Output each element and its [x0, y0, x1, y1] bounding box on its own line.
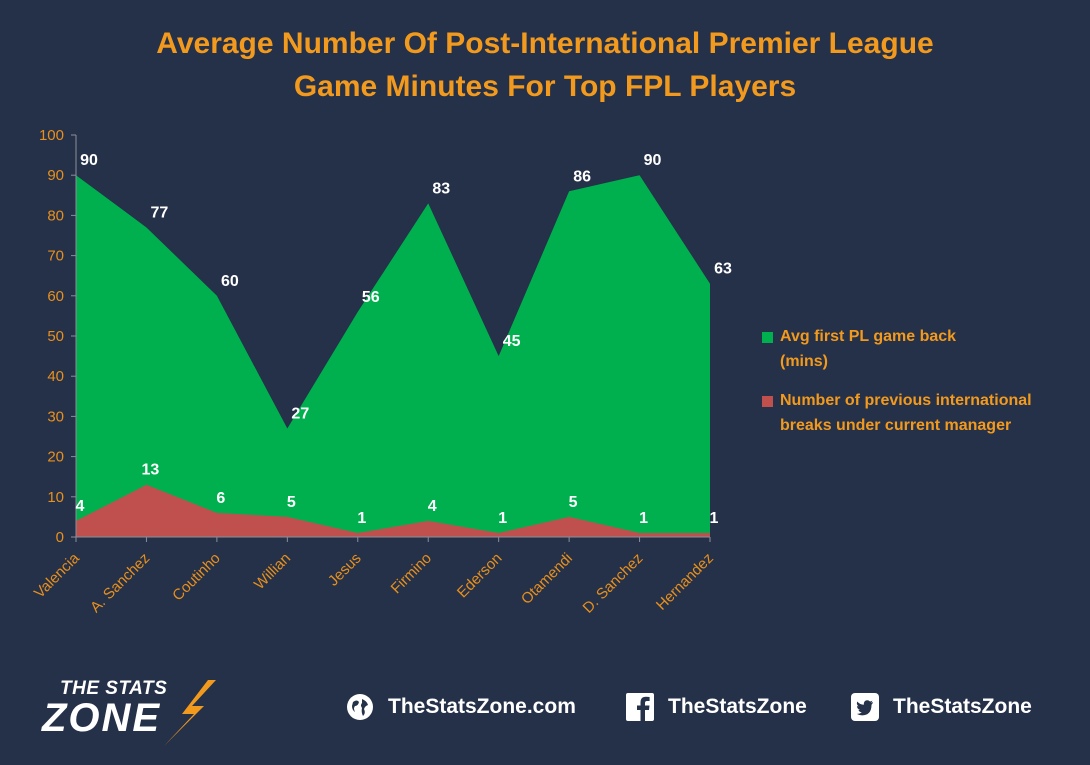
data-label-breaks: 1: [710, 510, 719, 527]
y-tick-label: 10: [47, 489, 64, 506]
website-link[interactable]: TheStatsZone.com: [346, 692, 576, 722]
x-tick-label: Otamendi: [518, 550, 576, 608]
data-label-breaks: 5: [569, 494, 578, 511]
legend: Avg first PL game back (mins) Number of …: [762, 324, 1082, 452]
data-label-minutes: 60: [221, 273, 239, 290]
data-label-breaks: 13: [142, 462, 160, 479]
legend-label-breaks-line-1: Number of previous international: [780, 392, 1032, 409]
legend-label-breaks-line-2: breaks under current manager: [780, 417, 1012, 434]
facebook-text: TheStatsZone: [668, 695, 807, 718]
x-tick-label: Jesus: [325, 550, 365, 590]
y-tick-label: 0: [56, 529, 64, 546]
stats-zone-logo: THE STATS ZONE: [40, 678, 240, 746]
data-label-breaks: 1: [639, 510, 648, 527]
logo-text-top: THE STATS: [60, 678, 168, 699]
x-tick-label: A. Sanchez: [87, 550, 153, 616]
data-label-minutes: 63: [714, 261, 732, 278]
legend-label-minutes-line-1: Avg first PL game back: [780, 328, 957, 345]
y-tick-label: 80: [47, 207, 64, 224]
legend-swatch-red: [762, 396, 773, 407]
twitter-icon: [851, 693, 879, 721]
data-label-minutes: 27: [291, 405, 309, 422]
data-label-breaks: 1: [498, 510, 507, 527]
area-series-minutes: [76, 175, 710, 537]
footer: THE STATS ZONE TheStatsZone.com TheStats…: [0, 672, 1090, 752]
y-tick-label: 60: [47, 288, 64, 305]
facebook-icon: [626, 693, 654, 721]
data-label-minutes: 90: [80, 152, 98, 169]
data-label-minutes: 83: [432, 180, 450, 197]
x-tick-label: Coutinho: [169, 550, 223, 604]
data-label-minutes: 90: [644, 152, 662, 169]
chart-title: Average Number Of Post-International Pre…: [0, 22, 1090, 108]
x-tick-label: D. Sanchez: [580, 550, 647, 617]
legend-swatch-green: [762, 332, 773, 343]
x-tick-label: Hernandez: [653, 550, 717, 614]
x-tick-label: Ederson: [454, 550, 506, 602]
x-tick-label: Willian: [251, 550, 294, 593]
data-label-minutes: 77: [151, 204, 169, 221]
y-tick-label: 90: [47, 167, 64, 184]
y-tick-label: 50: [47, 328, 64, 345]
y-tick-label: 100: [39, 127, 64, 144]
website-text: TheStatsZone.com: [388, 695, 576, 718]
globe-icon: [347, 694, 373, 720]
data-label-breaks: 4: [428, 498, 437, 515]
data-label-minutes: 86: [573, 168, 591, 185]
lightning-bolt-icon: [164, 680, 216, 746]
twitter-text: TheStatsZone: [893, 695, 1032, 718]
area-chart: 0 10 20 30 40 50 60 70 80 90 100 Valencia A. Sanchez…: [31, 127, 732, 617]
chart-title-line-1: Average Number Of Post-International Pre…: [156, 27, 934, 60]
data-label-breaks: 5: [287, 494, 296, 511]
legend-item-minutes: Avg first PL game back (mins): [762, 324, 1082, 374]
y-tick-label: 30: [47, 408, 64, 425]
y-tick-label: 70: [47, 248, 64, 265]
data-label-breaks: 1: [357, 510, 366, 527]
facebook-link[interactable]: TheStatsZone: [626, 692, 807, 722]
chart-title-line-2: Game Minutes For Top FPL Players: [293, 70, 797, 103]
x-tick-label: Valencia: [31, 549, 83, 601]
data-label-minutes: 56: [362, 289, 380, 306]
twitter-link[interactable]: TheStatsZone: [851, 692, 1032, 722]
logo-text-bottom: ZONE: [42, 696, 162, 740]
y-tick-label: 20: [47, 449, 64, 466]
y-tick-label: 40: [47, 368, 64, 385]
data-label-breaks: 6: [216, 490, 225, 507]
legend-label-minutes-line-2: (mins): [780, 353, 828, 370]
x-tick-label: Firmino: [388, 550, 435, 597]
area-series-breaks: [76, 484, 710, 537]
legend-item-breaks: Number of previous international breaks …: [762, 388, 1082, 438]
data-label-breaks: 4: [76, 498, 85, 515]
data-label-minutes: 45: [503, 333, 521, 350]
